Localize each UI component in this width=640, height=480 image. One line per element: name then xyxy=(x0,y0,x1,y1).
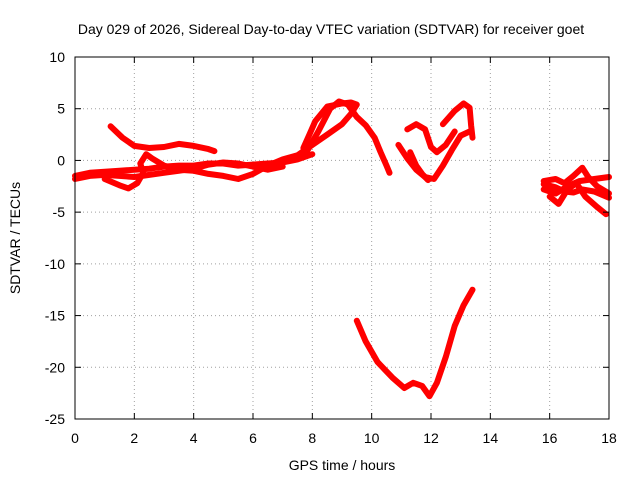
x-tick-label: 8 xyxy=(308,430,316,446)
series-arc-6 xyxy=(395,128,473,182)
plot-frame xyxy=(74,56,610,420)
series-arc-12 xyxy=(540,164,612,197)
y-tick-label: -5 xyxy=(53,204,66,220)
y-tick-label: 5 xyxy=(57,101,65,117)
x-tick-label: 0 xyxy=(71,430,79,446)
y-tick-labels: 10 5 0 -5 -10 -15 -20 -25 xyxy=(45,49,65,427)
series-layer xyxy=(72,98,612,400)
x-tick-label: 16 xyxy=(542,430,558,446)
y-tick-label: 10 xyxy=(49,49,65,65)
x-tick-label: 6 xyxy=(249,430,257,446)
y-tick-label: -25 xyxy=(45,411,65,427)
y-tick-label: 0 xyxy=(57,152,65,168)
x-tick-label: 4 xyxy=(190,430,198,446)
x-tick-labels: 0 2 4 6 8 10 12 14 16 18 xyxy=(71,430,617,446)
series-arc-10 xyxy=(353,286,476,400)
x-axis-label: GPS time / hours xyxy=(289,457,396,473)
chart-title: Day 029 of 2026, Sidereal Day-to-day VTE… xyxy=(78,21,584,37)
series-arc-7 xyxy=(404,121,458,156)
ticks xyxy=(74,56,610,420)
series-arc-13 xyxy=(540,181,612,201)
y-axis-label: SDTVAR / TECUs xyxy=(7,182,23,294)
series-arc-5 xyxy=(303,98,393,176)
x-tick-label: 14 xyxy=(483,430,499,446)
y-tick-label: -15 xyxy=(45,308,65,324)
y-tick-label: -20 xyxy=(45,359,65,375)
series-arc-14 xyxy=(546,180,609,218)
series-arc-9 xyxy=(439,100,476,141)
y-tick-label: -10 xyxy=(45,256,65,272)
x-tick-label: 12 xyxy=(423,430,439,446)
series-arc-3 xyxy=(107,123,218,155)
x-tick-label: 18 xyxy=(601,430,617,446)
x-tick-label: 2 xyxy=(130,430,138,446)
grid xyxy=(75,57,609,419)
x-tick-label: 10 xyxy=(364,430,380,446)
series-arc-8 xyxy=(407,149,431,184)
